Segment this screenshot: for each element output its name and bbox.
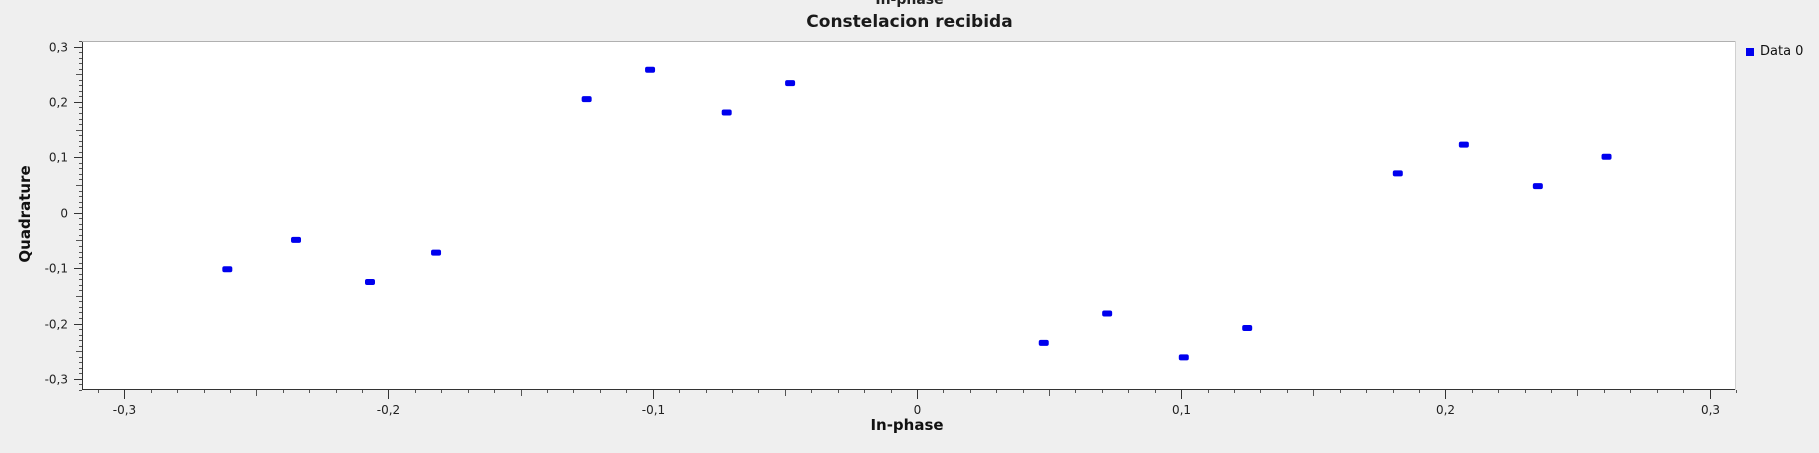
data-point [222,266,233,273]
x-tick-label: -0,3 [113,403,136,417]
data-point [1532,183,1543,190]
data-point [291,236,302,243]
data-point [431,249,442,256]
x-tick-label: 0 [914,403,922,417]
data-point [721,109,732,116]
x-tick-label: 0,3 [1701,403,1720,417]
x-tick-label: -0,1 [642,403,665,417]
y-tick-label: 0,2 [49,96,68,110]
data-point [785,80,796,87]
data-point [1601,153,1612,160]
data-point [581,96,592,103]
legend[interactable]: Data 0 [1746,44,1803,59]
y-tick-label: 0,1 [49,151,68,165]
data-point [364,278,375,285]
x-ticks [98,390,1737,399]
clipped-window-title: In-phase [875,0,944,8]
legend-swatch-data-0 [1746,47,1754,56]
y-tick-label: -0,2 [45,318,68,332]
y-tick-label: -0,3 [45,373,68,387]
x-tick-label: -0,2 [377,403,400,417]
y-tick-label: 0,3 [49,41,68,55]
data-point [1178,354,1189,361]
legend-label-data-0: Data 0 [1760,44,1804,59]
y-tick-labels: 0,3 0,2 0,1 0 -0,1 -0,2 -0,3 [45,41,68,387]
data-point [645,66,656,73]
x-axis-label: In-phase [870,416,943,434]
x-tick-labels: -0,3 -0,2 -0,1 0 0,1 0,2 0,3 [113,403,1720,417]
data-point [1392,170,1403,177]
y-ticks [74,41,82,391]
y-axis-label: Quadrature [16,165,34,262]
y-tick-label: 0 [60,207,68,221]
chart-title: Constelacion recibida [806,12,1013,32]
data-point [1038,339,1049,346]
x-tick-label: 0,1 [1172,403,1191,417]
plot-area[interactable] [82,41,1736,390]
y-tick-label: -0,1 [45,262,68,276]
x-tick-label: 0,2 [1436,403,1455,417]
data-point [1458,141,1469,148]
data-point [1102,310,1113,317]
data-point [1242,324,1253,331]
data-points [222,66,1612,361]
